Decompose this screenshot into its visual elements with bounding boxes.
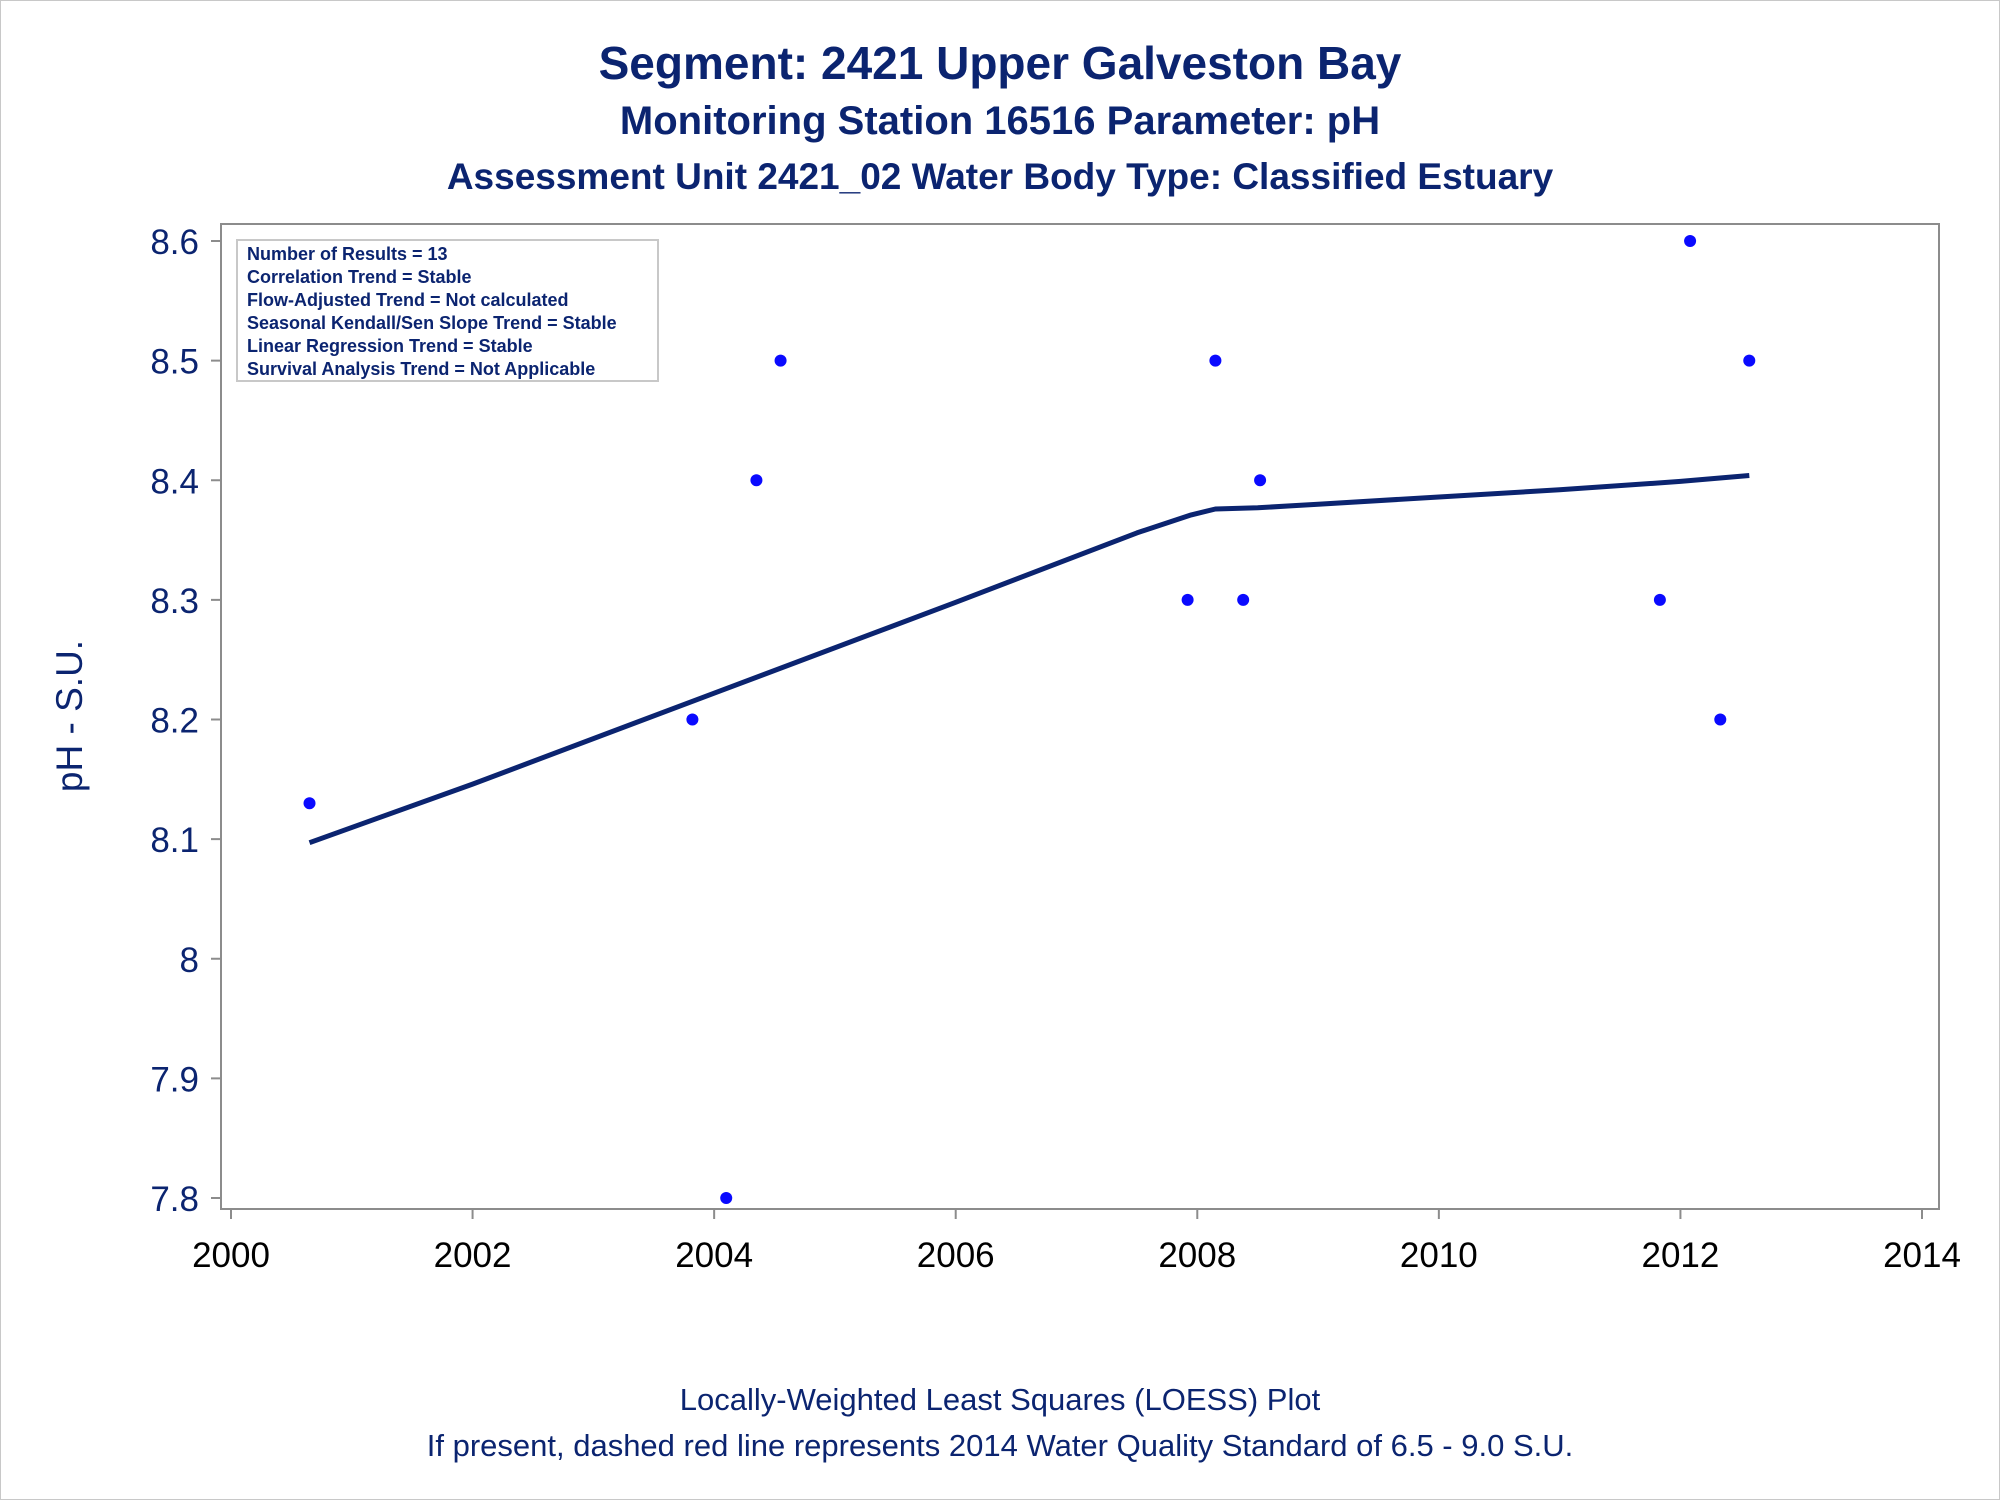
trend-summary-line: Flow-Adjusted Trend = Not calculated — [247, 290, 569, 310]
data-point — [1181, 593, 1194, 606]
y-tick-label: 8 — [180, 941, 199, 980]
y-axis: 7.8 7.9 8 8.1 8.2 8.3 8.4 8.5 8.6 — [150, 223, 221, 1219]
x-tick-label: 2012 — [1641, 1236, 1719, 1275]
y-tick-label: 8.6 — [150, 223, 199, 262]
data-point — [720, 1192, 733, 1204]
y-tick-label: 7.8 — [150, 1180, 199, 1219]
x-tick-label: 2006 — [917, 1236, 995, 1275]
x-tick-label: 2000 — [192, 1236, 270, 1275]
trend-summary-line: Number of Results = 13 — [247, 244, 448, 264]
footnote-standard: If present, dashed red line represents 2… — [426, 1428, 1574, 1463]
x-tick-label: 2010 — [1400, 1236, 1478, 1275]
trend-summary-line: Seasonal Kendall/Sen Slope Trend = Stabl… — [247, 313, 617, 333]
data-point — [303, 797, 316, 810]
trend-summary-box: Number of Results = 13 Correlation Trend … — [236, 239, 659, 382]
chart-subtitle-station: Monitoring Station 16516 Parameter: pH — [619, 99, 1381, 143]
trend-summary-line: Correlation Trend = Stable — [247, 267, 472, 287]
y-tick-label: 8.4 — [150, 462, 199, 501]
x-tick-label: 2004 — [675, 1236, 753, 1275]
y-tick-label: 8.3 — [150, 582, 199, 621]
x-tick-label: 2014 — [1883, 1236, 1961, 1275]
x-axis: 2000 2002 2004 2006 2008 2010 2012 2014 — [192, 1209, 1961, 1275]
trend-summary-border — [236, 239, 659, 382]
y-axis-label: pH - S.U. — [49, 640, 90, 792]
loess-trend-line — [308, 473, 1750, 846]
data-point — [1237, 593, 1250, 606]
data-point — [1684, 235, 1697, 247]
data-point — [686, 713, 699, 726]
data-point — [1254, 474, 1267, 487]
x-tick-label: 2002 — [434, 1236, 512, 1275]
x-tick-label: 2008 — [1158, 1236, 1236, 1275]
y-tick-label: 8.1 — [150, 821, 199, 860]
trend-summary-line: Survival Analysis Trend = Not Applicable — [247, 359, 595, 379]
chart-subtitle-assessment-unit: Assessment Unit 2421_02 Water Body Type:… — [446, 156, 1554, 197]
footnote-plot-type: Locally-Weighted Least Squares (LOESS) P… — [679, 1382, 1321, 1417]
data-points — [303, 235, 1756, 1204]
data-point — [750, 474, 763, 487]
y-tick-label: 8.5 — [150, 343, 199, 382]
trend-summary-line: Linear Regression Trend = Stable — [247, 336, 533, 356]
chart-title: Segment: 2421 Upper Galveston Bay — [598, 37, 1402, 89]
y-tick-label: 7.9 — [150, 1060, 199, 1099]
data-point — [1743, 354, 1756, 367]
plot-area — [220, 223, 1940, 1210]
data-point — [1714, 713, 1727, 726]
data-point — [774, 354, 787, 367]
y-tick-label: 8.2 — [150, 702, 199, 741]
data-point — [1209, 354, 1222, 367]
data-point — [1653, 593, 1666, 606]
